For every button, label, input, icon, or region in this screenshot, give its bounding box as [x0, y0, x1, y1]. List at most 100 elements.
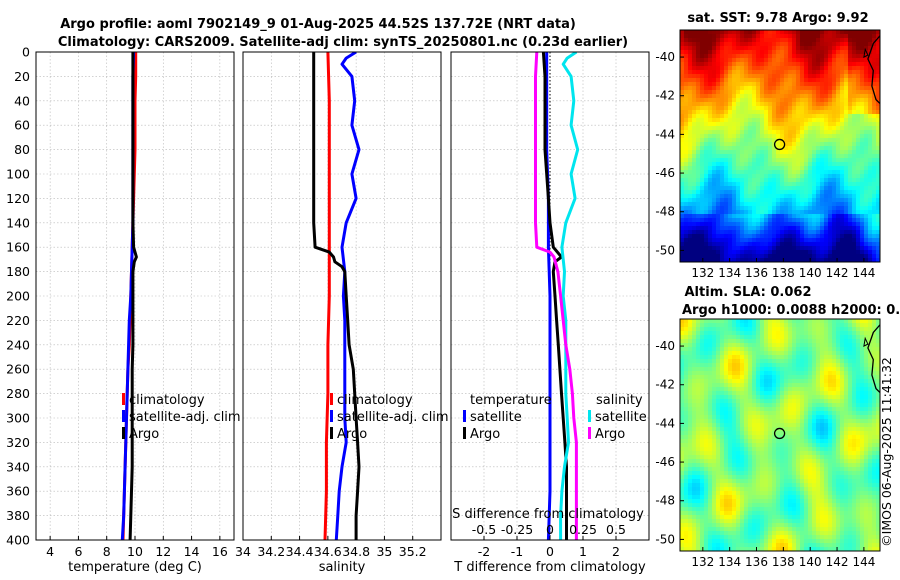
sla-cell [688, 319, 693, 324]
sst-cell [704, 194, 709, 199]
sst-cell [728, 214, 733, 219]
sla-cell [752, 335, 757, 340]
sst-cell [796, 118, 801, 123]
sla-cell [720, 351, 725, 356]
sst-cell [680, 38, 685, 43]
sst-cell [700, 126, 705, 131]
sst-cell [756, 130, 761, 135]
sla-cell [760, 339, 765, 344]
sst-cell [796, 142, 801, 147]
sst-cell [768, 138, 773, 143]
sst-cell [760, 58, 765, 63]
sst-cell [848, 38, 853, 43]
sla-cell [760, 363, 765, 368]
sla-cell [812, 327, 817, 332]
sst-cell [732, 202, 737, 207]
sst-cell [844, 130, 849, 135]
sla-map-title: Altim. SLA: 0.062 [685, 285, 812, 300]
map-lon-tick-label: 144 [852, 266, 875, 280]
sla-cell [724, 335, 729, 340]
sst-cell [776, 158, 781, 163]
sla-cell [756, 339, 761, 344]
sla-cell [868, 435, 873, 440]
sst-cell [816, 98, 821, 103]
sla-cell [712, 387, 717, 392]
sla-cell [732, 383, 737, 388]
s-diff-tick-label: -0.25 [501, 522, 533, 537]
sst-cell [692, 50, 697, 55]
sla-cell [860, 355, 865, 360]
sst-cell [876, 202, 880, 207]
sst-cell [876, 94, 880, 99]
sst-cell [828, 250, 833, 255]
sla-cell [804, 387, 809, 392]
sla-cell [756, 359, 761, 364]
sst-cell [836, 238, 841, 243]
sst-cell [784, 198, 789, 203]
sst-cell [800, 34, 805, 39]
s-difference-axis-label: S difference from climatology [452, 507, 644, 522]
sst-cell [688, 218, 693, 223]
sst-cell [820, 94, 825, 99]
sst-cell [832, 170, 837, 175]
sla-cell [800, 427, 805, 432]
sst-cell [824, 142, 829, 147]
sst-cell [768, 246, 773, 251]
sla-cell [876, 459, 880, 464]
sla-cell [680, 407, 685, 412]
sst-cell [804, 74, 809, 79]
sst-cell [868, 138, 873, 143]
sla-cell [868, 383, 873, 388]
sla-cell [724, 431, 729, 436]
sst-cell [700, 246, 705, 251]
sst-cell [872, 70, 877, 75]
sla-cell [704, 319, 709, 324]
sst-cell [784, 162, 789, 167]
sst-cell [700, 130, 705, 135]
sst-cell [744, 110, 749, 115]
sst-cell [684, 58, 689, 63]
sst-cell [816, 74, 821, 79]
sst-cell [744, 82, 749, 87]
sla-cell [732, 399, 737, 404]
x-tick-label: 34.8 [342, 544, 370, 559]
sst-cell [832, 122, 837, 127]
sla-cell [836, 327, 841, 332]
sst-cell [792, 230, 797, 235]
sst-cell [740, 162, 745, 167]
sst-cell [764, 258, 769, 262]
sst-cell [724, 70, 729, 75]
sla-cell [800, 447, 805, 452]
sst-cell [720, 234, 725, 239]
sst-cell [680, 74, 685, 79]
sst-cell [760, 86, 765, 91]
sst-cell [784, 182, 789, 187]
sst-cell [680, 142, 685, 147]
sla-cell [708, 335, 713, 340]
sla-cell [764, 403, 769, 408]
sst-cell [800, 162, 805, 167]
sst-cell [768, 202, 773, 207]
sst-cell [832, 174, 837, 179]
sla-cell [856, 427, 861, 432]
sst-cell [684, 78, 689, 83]
salinity-series [312, 52, 361, 540]
sst-cell [812, 138, 817, 143]
sst-cell [772, 254, 777, 259]
sst-cell [708, 154, 713, 159]
sst-cell [724, 238, 729, 243]
sst-cell [864, 118, 869, 123]
sla-cell [748, 359, 753, 364]
sst-cell [752, 106, 757, 111]
sla-cell [812, 391, 817, 396]
sst-cell [836, 50, 841, 55]
sst-cell [772, 42, 777, 47]
sst-cell [832, 226, 837, 231]
sst-cell [784, 190, 789, 195]
sst-cell [720, 66, 725, 71]
sst-cell [684, 162, 689, 167]
sla-cell [800, 403, 805, 408]
sla-cell [732, 411, 737, 416]
sst-cell [816, 82, 821, 87]
sla-cell [824, 403, 829, 408]
